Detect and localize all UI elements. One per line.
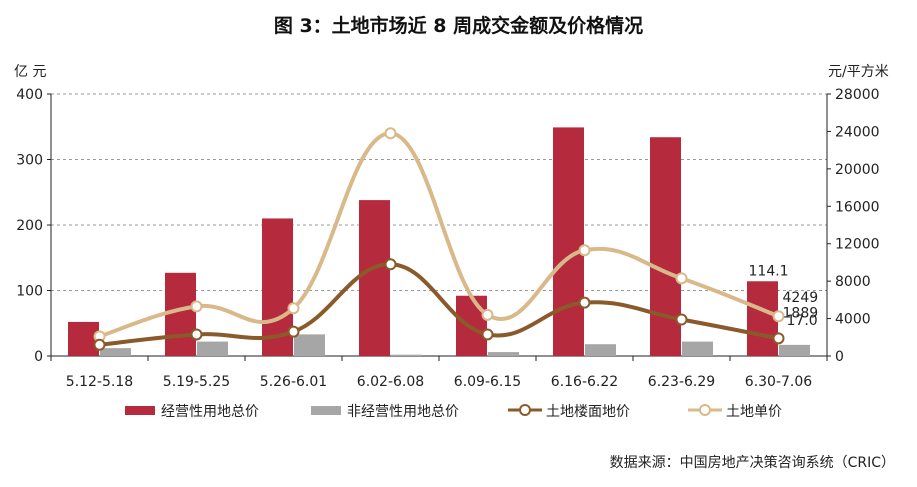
- data-point: [772, 332, 785, 345]
- bar: [747, 281, 778, 356]
- x-tick-label: 6.09-6.15: [454, 374, 521, 390]
- legend-label: 非经营性用地总价: [347, 404, 459, 420]
- bar: [585, 344, 616, 356]
- series-line: [99, 262, 779, 347]
- data-point: [772, 310, 785, 323]
- data-label: 114.1: [749, 263, 789, 279]
- x-tick-label: 6.16-6.22: [551, 374, 618, 390]
- legend-swatch: [311, 406, 341, 415]
- bar: [488, 352, 519, 356]
- data-point: [675, 272, 688, 285]
- bar: [197, 341, 228, 356]
- data-point: [481, 328, 494, 341]
- right-tick-label: 4000: [835, 312, 871, 328]
- left-tick-label: 300: [16, 153, 43, 169]
- data-point: [287, 325, 300, 338]
- right-tick-label: 28000: [835, 87, 880, 103]
- left-tick-label: 0: [34, 349, 43, 365]
- bar: [650, 137, 681, 356]
- right-tick-label: 16000: [835, 199, 880, 215]
- left-tick-label: 400: [16, 87, 43, 103]
- right-tick-label: 20000: [835, 162, 880, 178]
- left-tick-label: 200: [16, 218, 43, 234]
- data-point: [93, 338, 106, 351]
- data-label: 4249: [783, 290, 819, 306]
- x-tick-label: 6.02-6.08: [357, 374, 424, 390]
- data-point: [384, 127, 397, 140]
- bar: [391, 354, 422, 356]
- right-axis-unit: 元/平方米: [828, 64, 889, 80]
- x-tick-label: 5.19-5.25: [163, 374, 230, 390]
- chart-title: 图 3：土地市场近 8 周成交金额及价格情况: [273, 15, 644, 37]
- bar: [294, 334, 325, 356]
- data-point: [578, 296, 591, 309]
- bar: [779, 344, 810, 356]
- bar: [165, 272, 196, 356]
- data-label: 17.0: [787, 313, 818, 329]
- x-tick-label: 5.12-5.18: [66, 374, 133, 390]
- data-point: [190, 300, 203, 313]
- x-tick-label: 6.30-7.06: [745, 374, 812, 390]
- data-point: [190, 328, 203, 341]
- data-point: [287, 302, 300, 315]
- data-point: [675, 313, 688, 326]
- legend-marker: [519, 404, 531, 416]
- right-tick-label: 24000: [835, 124, 880, 140]
- bar: [682, 341, 713, 356]
- source-note: 数据来源：中国房地产决策咨询系统（CRIC）: [609, 455, 895, 471]
- x-tick-label: 5.26-6.01: [260, 374, 327, 390]
- series-line: [98, 131, 780, 339]
- bar: [359, 200, 390, 356]
- right-tick-label: 8000: [835, 274, 871, 290]
- data-label: 1889: [783, 305, 819, 321]
- left-tick-label: 100: [16, 284, 43, 300]
- legend-label: 土地单价: [726, 404, 782, 420]
- legend-label: 土地楼面地价: [546, 404, 630, 420]
- x-tick-label: 6.23-6.29: [648, 374, 715, 390]
- legend-marker: [699, 404, 711, 416]
- legend-swatch: [125, 406, 155, 415]
- legend-label: 经营性用地总价: [161, 404, 259, 420]
- right-tick-label: 12000: [835, 237, 880, 253]
- data-point: [384, 258, 397, 271]
- bar: [100, 348, 131, 356]
- data-point: [481, 308, 494, 321]
- left-axis-unit: 亿 元: [14, 64, 47, 80]
- right-tick-label: 0: [835, 349, 844, 365]
- bar: [553, 127, 584, 356]
- bar: [68, 321, 99, 356]
- data-point: [578, 244, 591, 257]
